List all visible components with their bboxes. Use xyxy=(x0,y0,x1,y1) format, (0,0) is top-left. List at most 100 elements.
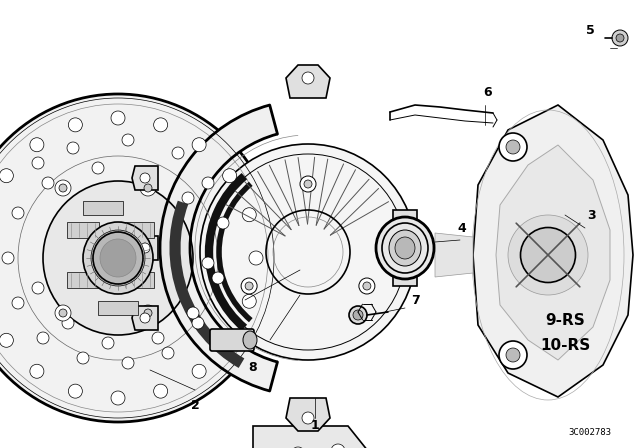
Circle shape xyxy=(12,297,24,309)
Circle shape xyxy=(182,192,194,204)
FancyBboxPatch shape xyxy=(67,222,99,238)
Circle shape xyxy=(144,184,152,192)
Circle shape xyxy=(223,169,237,183)
Circle shape xyxy=(192,138,206,152)
Ellipse shape xyxy=(376,217,434,279)
Circle shape xyxy=(359,278,375,294)
Text: 3: 3 xyxy=(588,208,596,221)
Polygon shape xyxy=(435,233,473,277)
Circle shape xyxy=(249,251,263,265)
Circle shape xyxy=(187,307,199,319)
Circle shape xyxy=(616,34,624,42)
Circle shape xyxy=(331,444,345,448)
FancyBboxPatch shape xyxy=(122,222,154,238)
Circle shape xyxy=(140,173,150,183)
Circle shape xyxy=(304,180,312,188)
FancyBboxPatch shape xyxy=(122,272,154,288)
Circle shape xyxy=(67,142,79,154)
Circle shape xyxy=(140,180,156,196)
Circle shape xyxy=(243,208,256,222)
Circle shape xyxy=(302,72,314,84)
Circle shape xyxy=(68,118,83,132)
Circle shape xyxy=(612,30,628,46)
Circle shape xyxy=(506,140,520,154)
Circle shape xyxy=(154,384,168,398)
Circle shape xyxy=(30,138,44,152)
Text: 6: 6 xyxy=(484,86,492,99)
FancyBboxPatch shape xyxy=(83,201,123,215)
Circle shape xyxy=(122,134,134,146)
Circle shape xyxy=(42,177,54,189)
Circle shape xyxy=(144,309,152,317)
Ellipse shape xyxy=(0,94,278,422)
Circle shape xyxy=(140,305,156,321)
Circle shape xyxy=(172,147,184,159)
Circle shape xyxy=(499,341,527,369)
Ellipse shape xyxy=(93,232,143,284)
Circle shape xyxy=(111,391,125,405)
Circle shape xyxy=(363,282,371,290)
Circle shape xyxy=(30,364,44,378)
Ellipse shape xyxy=(43,181,193,335)
Circle shape xyxy=(102,337,114,349)
Circle shape xyxy=(2,252,14,264)
FancyBboxPatch shape xyxy=(210,329,254,351)
Circle shape xyxy=(37,332,49,344)
Circle shape xyxy=(59,184,67,192)
Circle shape xyxy=(202,177,214,189)
Circle shape xyxy=(200,144,416,360)
Polygon shape xyxy=(286,65,330,98)
Text: 8: 8 xyxy=(249,361,257,374)
Circle shape xyxy=(0,169,13,183)
Circle shape xyxy=(140,313,150,323)
Circle shape xyxy=(499,133,527,161)
Polygon shape xyxy=(132,236,158,260)
Polygon shape xyxy=(132,306,158,330)
Circle shape xyxy=(12,207,24,219)
Polygon shape xyxy=(473,105,633,397)
Circle shape xyxy=(192,364,206,378)
Circle shape xyxy=(241,278,257,294)
FancyBboxPatch shape xyxy=(67,272,99,288)
Circle shape xyxy=(302,412,314,424)
Circle shape xyxy=(245,282,253,290)
Polygon shape xyxy=(160,105,278,391)
Circle shape xyxy=(162,347,174,359)
Text: 2: 2 xyxy=(191,399,200,412)
Ellipse shape xyxy=(243,331,257,349)
FancyBboxPatch shape xyxy=(393,210,417,286)
Circle shape xyxy=(202,257,214,269)
Circle shape xyxy=(55,180,71,196)
Circle shape xyxy=(111,111,125,125)
Circle shape xyxy=(62,317,74,329)
Circle shape xyxy=(353,310,363,320)
Text: 7: 7 xyxy=(411,293,419,306)
Polygon shape xyxy=(253,426,368,448)
Circle shape xyxy=(192,317,204,329)
Text: 9-RS: 9-RS xyxy=(545,313,585,327)
Text: 1: 1 xyxy=(310,418,319,431)
Text: 5: 5 xyxy=(586,23,595,36)
Circle shape xyxy=(68,384,83,398)
Circle shape xyxy=(77,352,89,364)
Polygon shape xyxy=(496,145,610,360)
Circle shape xyxy=(506,348,520,362)
Circle shape xyxy=(59,309,67,317)
Circle shape xyxy=(122,357,134,369)
Circle shape xyxy=(55,305,71,321)
Circle shape xyxy=(140,243,150,253)
Ellipse shape xyxy=(389,230,421,266)
Ellipse shape xyxy=(91,230,145,286)
Circle shape xyxy=(154,118,168,132)
Circle shape xyxy=(142,167,154,179)
Circle shape xyxy=(0,333,13,347)
Text: 3C002783: 3C002783 xyxy=(568,427,611,436)
Circle shape xyxy=(152,332,164,344)
Text: 10-RS: 10-RS xyxy=(540,337,590,353)
Circle shape xyxy=(300,176,316,192)
Circle shape xyxy=(217,217,229,229)
Ellipse shape xyxy=(395,237,415,259)
Circle shape xyxy=(243,294,256,308)
Circle shape xyxy=(32,282,44,294)
Ellipse shape xyxy=(100,239,136,277)
